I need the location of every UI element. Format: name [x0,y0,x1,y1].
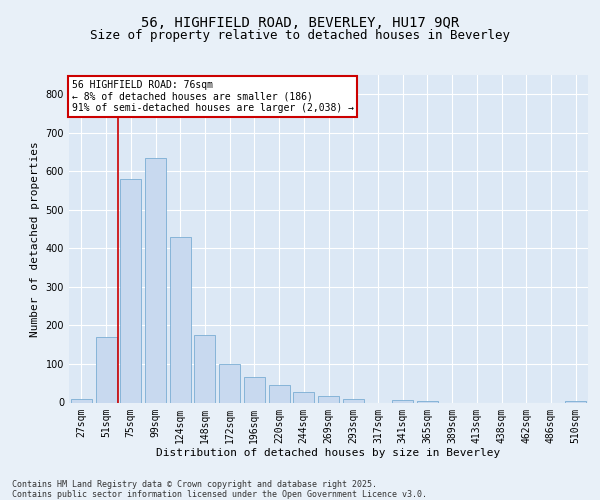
Bar [343,398,364,402]
Text: Size of property relative to detached houses in Beverley: Size of property relative to detached ho… [90,29,510,42]
Bar [392,400,413,402]
Bar [318,396,339,402]
Bar [269,385,290,402]
Bar [244,378,265,402]
Bar [71,398,92,402]
Bar [145,158,166,402]
Bar [170,237,191,402]
Bar [417,400,438,402]
Bar [293,392,314,402]
Bar [219,364,240,403]
Bar [120,179,141,402]
X-axis label: Distribution of detached houses by size in Beverley: Distribution of detached houses by size … [157,448,500,458]
Text: 56 HIGHFIELD ROAD: 76sqm
← 8% of detached houses are smaller (186)
91% of semi-d: 56 HIGHFIELD ROAD: 76sqm ← 8% of detache… [71,80,353,113]
Y-axis label: Number of detached properties: Number of detached properties [30,141,40,336]
Text: Contains HM Land Registry data © Crown copyright and database right 2025.
Contai: Contains HM Land Registry data © Crown c… [12,480,427,499]
Bar [565,401,586,402]
Bar [194,335,215,402]
Text: 56, HIGHFIELD ROAD, BEVERLEY, HU17 9QR: 56, HIGHFIELD ROAD, BEVERLEY, HU17 9QR [141,16,459,30]
Bar [95,337,116,402]
